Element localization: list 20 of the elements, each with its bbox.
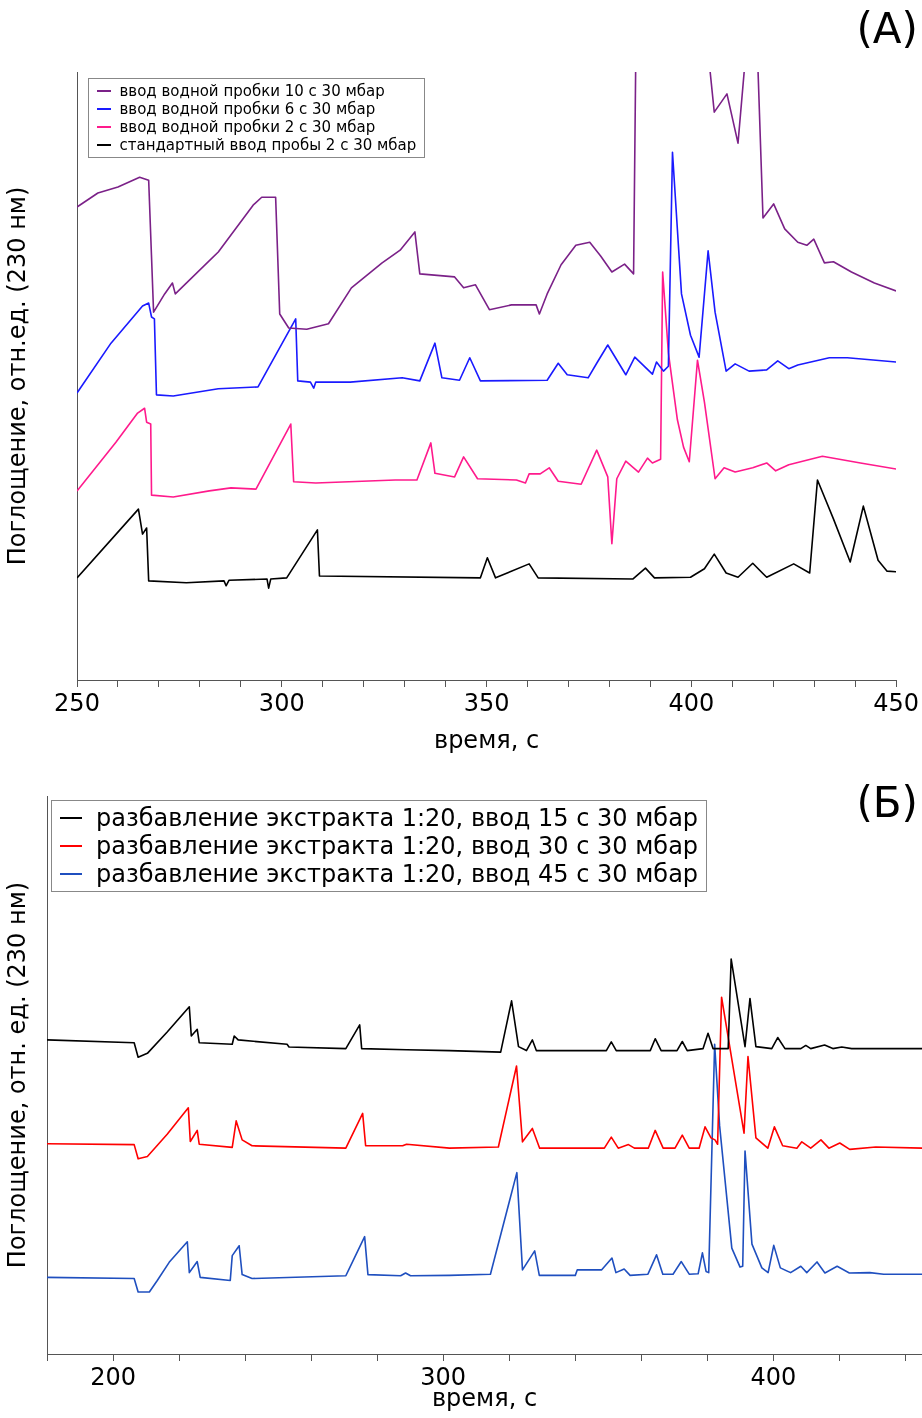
x-tick-label: 400 [750,1362,797,1391]
legend-label: разбавление экстракта 1:20, ввод 30 с 30 мбар [95,832,699,860]
x-tick-label: 450 [873,688,919,717]
y-axis-title: Поглощение, отн. ед. (230 нм) [2,881,31,1269]
x-tick-label: 250 [54,688,100,717]
y-axis-title: Поглощение, отн.ед. (230 нм) [2,186,31,566]
legend-label: стандартный ввод пробы 2 с 30 мбар [119,136,417,154]
x-tick-label: 350 [463,688,510,717]
x-tick-label: 200 [90,1362,136,1391]
chart-title: (Б) [856,778,918,827]
x-axis-title: время, с [433,725,540,754]
x-tick-label: 300 [420,1362,467,1391]
x-tick-label: 300 [258,688,305,717]
legend-label: ввод водной пробки 10 с 30 мбар [119,82,385,100]
legend-label: ввод водной пробки 6 с 30 мбар [119,100,376,118]
x-tick-label: 400 [668,688,715,717]
legend-label: разбавление экстракта 1:20, ввод 15 с 30 мбар [95,804,699,832]
chart-title: (А) [856,4,918,53]
legend-label: ввод водной пробки 2 с 30 мбар [119,118,376,136]
legend-label: разбавление экстракта 1:20, ввод 45 с 30 мбар [95,860,699,888]
